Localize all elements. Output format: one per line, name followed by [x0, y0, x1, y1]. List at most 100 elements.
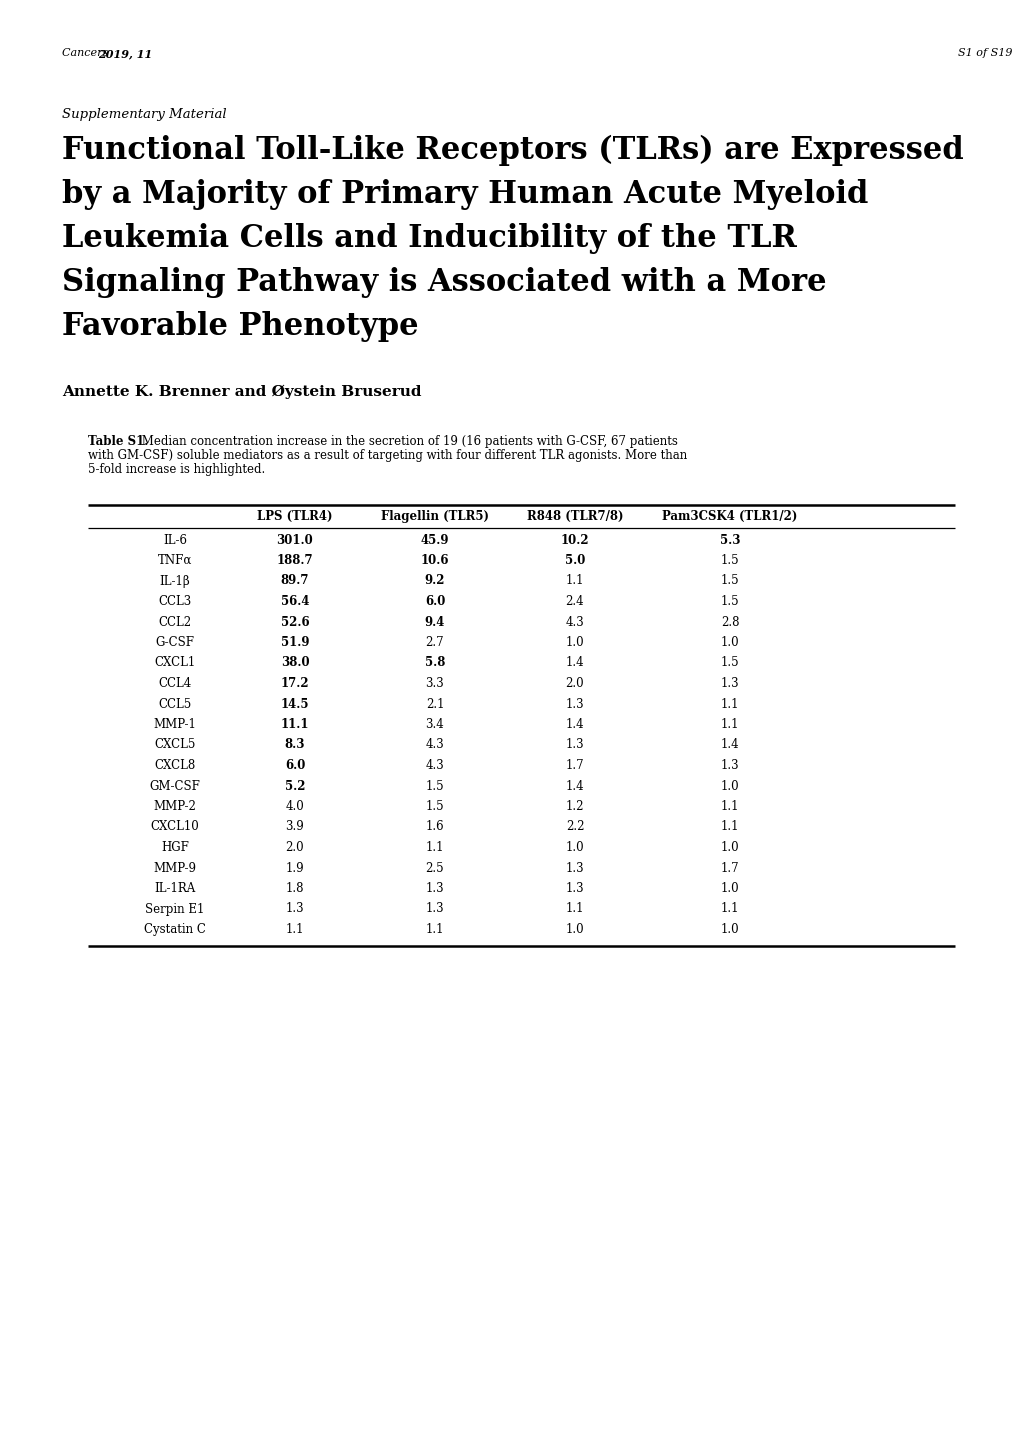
Text: 4.3: 4.3 [566, 616, 584, 629]
Text: CXCL5: CXCL5 [154, 738, 196, 751]
Text: 1.0: 1.0 [720, 923, 739, 936]
Text: 2.5: 2.5 [425, 861, 444, 874]
Text: 1.1: 1.1 [425, 841, 444, 854]
Text: 89.7: 89.7 [280, 574, 309, 587]
Text: 2.4: 2.4 [566, 596, 584, 609]
Text: 52.6: 52.6 [280, 616, 309, 629]
Text: Serpin E1: Serpin E1 [145, 903, 205, 916]
Text: 1.5: 1.5 [720, 574, 739, 587]
Text: 1.1: 1.1 [720, 718, 739, 731]
Text: 1.0: 1.0 [566, 841, 584, 854]
Text: 1.9: 1.9 [285, 861, 304, 874]
Text: 2.0: 2.0 [566, 676, 584, 691]
Text: 1.3: 1.3 [425, 883, 444, 895]
Text: 1.1: 1.1 [720, 903, 739, 916]
Text: 188.7: 188.7 [276, 554, 313, 567]
Text: CCL5: CCL5 [158, 698, 192, 711]
Text: Functional Toll-Like Receptors (TLRs) are Expressed: Functional Toll-Like Receptors (TLRs) ar… [62, 136, 963, 166]
Text: 1.6: 1.6 [425, 820, 444, 833]
Text: 1.5: 1.5 [720, 656, 739, 669]
Text: MMP-9: MMP-9 [153, 861, 197, 874]
Text: 1.2: 1.2 [566, 800, 584, 813]
Text: with GM-CSF) soluble mediators as a result of targeting with four different TLR : with GM-CSF) soluble mediators as a resu… [88, 448, 687, 461]
Text: 1.7: 1.7 [720, 861, 739, 874]
Text: Cystatin C: Cystatin C [144, 923, 206, 936]
Text: 1.0: 1.0 [720, 636, 739, 649]
Text: 1.1: 1.1 [566, 903, 584, 916]
Text: 5.3: 5.3 [719, 534, 740, 547]
Text: CXCL1: CXCL1 [154, 656, 196, 669]
Text: 4.0: 4.0 [285, 800, 304, 813]
Text: 1.1: 1.1 [720, 800, 739, 813]
Text: 45.9: 45.9 [421, 534, 448, 547]
Text: 51.9: 51.9 [280, 636, 309, 649]
Text: IL-1β: IL-1β [159, 574, 191, 587]
Text: Supplementary Material: Supplementary Material [62, 108, 226, 121]
Text: 1.7: 1.7 [566, 758, 584, 771]
Text: IL-1RA: IL-1RA [154, 883, 196, 895]
Text: S1 of S19: S1 of S19 [957, 48, 1012, 58]
Text: 2019, 11: 2019, 11 [98, 48, 152, 59]
Text: Table S1.: Table S1. [88, 435, 148, 448]
Text: LPS (TLR4): LPS (TLR4) [257, 510, 332, 523]
Text: Median concentration increase in the secretion of 19 (16 patients with G-CSF, 67: Median concentration increase in the sec… [138, 435, 678, 448]
Text: 5.0: 5.0 [565, 554, 585, 567]
Text: Leukemia Cells and Inducibility of the TLR: Leukemia Cells and Inducibility of the T… [62, 224, 796, 254]
Text: Favorable Phenotype: Favorable Phenotype [62, 311, 418, 342]
Text: 11.1: 11.1 [280, 718, 309, 731]
Text: 1.4: 1.4 [566, 656, 584, 669]
Text: Pam3CSK4 (TLR1/2): Pam3CSK4 (TLR1/2) [661, 510, 797, 523]
Text: 10.6: 10.6 [421, 554, 448, 567]
Text: Signaling Pathway is Associated with a More: Signaling Pathway is Associated with a M… [62, 267, 825, 298]
Text: 4.3: 4.3 [425, 738, 444, 751]
Text: 1.5: 1.5 [720, 554, 739, 567]
Text: 1.5: 1.5 [425, 780, 444, 793]
Text: 4.3: 4.3 [425, 758, 444, 771]
Text: 1.0: 1.0 [720, 883, 739, 895]
Text: 14.5: 14.5 [280, 698, 309, 711]
Text: 2.8: 2.8 [720, 616, 739, 629]
Text: 1.5: 1.5 [425, 800, 444, 813]
Text: HGF: HGF [161, 841, 189, 854]
Text: CXCL10: CXCL10 [151, 820, 199, 833]
Text: 17.2: 17.2 [280, 676, 309, 691]
Text: 1.3: 1.3 [566, 861, 584, 874]
Text: 1.1: 1.1 [720, 698, 739, 711]
Text: 6.0: 6.0 [284, 758, 305, 771]
Text: 10.2: 10.2 [560, 534, 589, 547]
Text: 3.4: 3.4 [425, 718, 444, 731]
Text: 1.0: 1.0 [566, 923, 584, 936]
Text: 1.0: 1.0 [720, 780, 739, 793]
Text: 1.4: 1.4 [566, 780, 584, 793]
Text: 9.2: 9.2 [424, 574, 445, 587]
Text: 1.3: 1.3 [566, 883, 584, 895]
Text: 1.3: 1.3 [285, 903, 304, 916]
Text: 2.2: 2.2 [566, 820, 584, 833]
Text: Flagellin (TLR5): Flagellin (TLR5) [381, 510, 488, 523]
Text: 1.1: 1.1 [720, 820, 739, 833]
Text: CCL3: CCL3 [158, 596, 192, 609]
Text: 3.9: 3.9 [285, 820, 304, 833]
Text: CCL4: CCL4 [158, 676, 192, 691]
Text: CXCL8: CXCL8 [154, 758, 196, 771]
Text: 1.3: 1.3 [566, 698, 584, 711]
Text: 2.0: 2.0 [285, 841, 304, 854]
Text: 3.3: 3.3 [425, 676, 444, 691]
Text: 2.7: 2.7 [425, 636, 444, 649]
Text: 1.1: 1.1 [566, 574, 584, 587]
Text: 5-fold increase is highlighted.: 5-fold increase is highlighted. [88, 463, 265, 476]
Text: G-CSF: G-CSF [155, 636, 195, 649]
Text: 1.1: 1.1 [425, 923, 444, 936]
Text: 1.4: 1.4 [566, 718, 584, 731]
Text: TNFα: TNFα [158, 554, 192, 567]
Text: 1.3: 1.3 [720, 676, 739, 691]
Text: MMP-1: MMP-1 [154, 718, 197, 731]
Text: 9.4: 9.4 [424, 616, 444, 629]
Text: 1.5: 1.5 [720, 596, 739, 609]
Text: 1.1: 1.1 [285, 923, 304, 936]
Text: 38.0: 38.0 [280, 656, 309, 669]
Text: 1.4: 1.4 [720, 738, 739, 751]
Text: 1.3: 1.3 [566, 738, 584, 751]
Text: 56.4: 56.4 [280, 596, 309, 609]
Text: 6.0: 6.0 [424, 596, 444, 609]
